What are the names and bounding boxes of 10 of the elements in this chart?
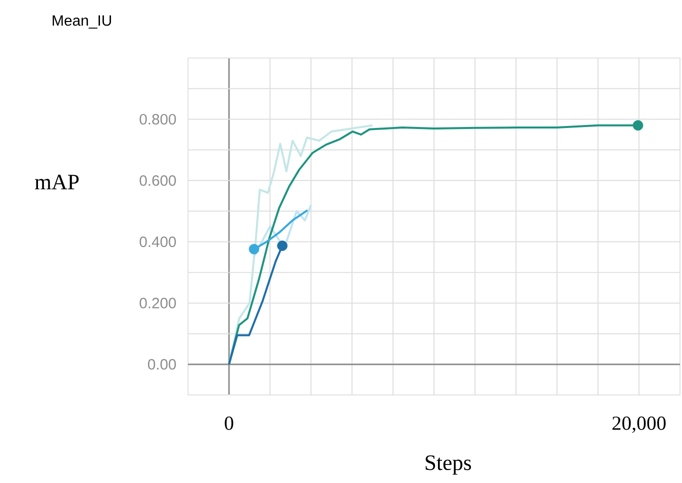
y-tick-label: 0.400 xyxy=(140,236,176,248)
x-axis-title: Steps xyxy=(426,455,471,475)
y-tick-label: 0.00 xyxy=(148,359,176,370)
x-tick-label: 20,000 xyxy=(612,416,666,433)
y-axis-title: mAP xyxy=(34,174,79,190)
chart-title: Mean_IU xyxy=(52,15,112,29)
x-tick-label: 0 xyxy=(224,416,234,430)
y-tick-label: 0.800 xyxy=(140,114,176,125)
y-tick-label: 0.200 xyxy=(140,298,176,308)
y-tick-label: 0.600 xyxy=(140,175,176,186)
